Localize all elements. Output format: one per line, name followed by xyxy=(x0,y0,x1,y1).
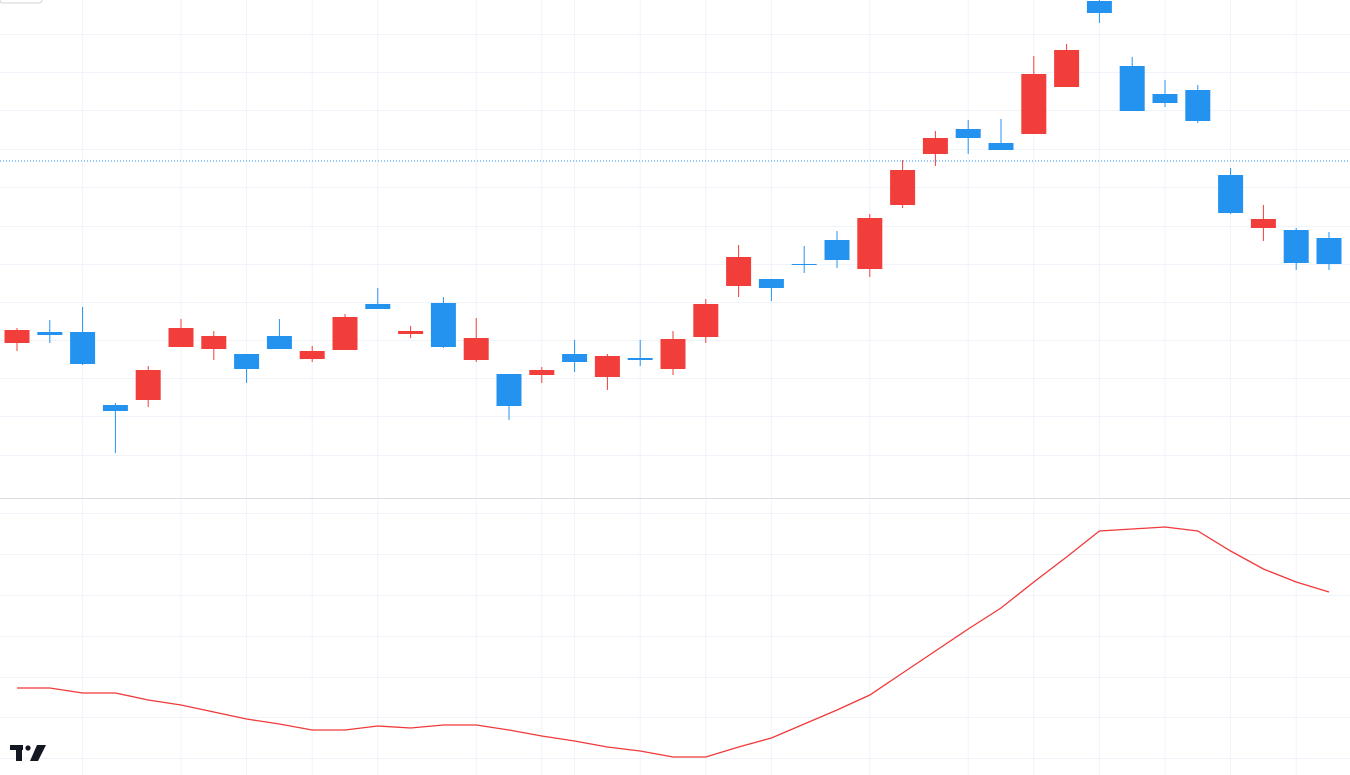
candle-body xyxy=(332,317,358,350)
candle-body xyxy=(529,370,555,375)
candle-body xyxy=(463,338,489,360)
candle-body xyxy=(102,405,128,411)
candle-body xyxy=(890,170,916,205)
candle-body xyxy=(1086,1,1112,13)
candle-body xyxy=(1185,90,1211,121)
candle-body xyxy=(922,138,948,154)
candle-body xyxy=(660,339,686,369)
candle-body xyxy=(1152,94,1178,103)
candle-body xyxy=(234,354,260,369)
candle-body xyxy=(299,351,325,359)
candle-body xyxy=(1021,74,1047,134)
indicator-line xyxy=(17,526,1330,758)
logo[interactable] xyxy=(10,745,46,761)
toolbar-button[interactable] xyxy=(0,0,43,4)
candle-body xyxy=(1119,66,1145,111)
candle-body xyxy=(1054,50,1080,87)
candle-body xyxy=(693,304,719,337)
price-pane xyxy=(0,0,1350,498)
candle-body xyxy=(4,330,30,343)
candle-body xyxy=(135,370,161,400)
candle-body xyxy=(266,336,292,349)
candle-body xyxy=(168,328,194,347)
candle-body xyxy=(430,303,456,347)
candle-body xyxy=(726,257,752,286)
candle-body xyxy=(955,129,981,138)
indicator-pane xyxy=(0,500,1350,775)
candle-body xyxy=(857,218,883,269)
candle-body xyxy=(758,279,784,288)
candle-body xyxy=(365,304,391,309)
candle-body xyxy=(70,332,96,364)
candle-body xyxy=(201,336,227,349)
candle-body xyxy=(1218,175,1244,213)
candle-body xyxy=(37,332,63,335)
candle-body xyxy=(988,143,1014,150)
candle-body xyxy=(627,358,653,360)
candle-body xyxy=(398,331,424,334)
candle-body xyxy=(1316,238,1342,264)
candle-body xyxy=(562,354,588,362)
candle-body xyxy=(791,264,817,265)
candle-body xyxy=(594,356,620,377)
candle-body xyxy=(1250,219,1276,228)
candle-body xyxy=(496,374,522,406)
candle-body xyxy=(824,240,850,260)
candle-body xyxy=(1283,230,1309,263)
